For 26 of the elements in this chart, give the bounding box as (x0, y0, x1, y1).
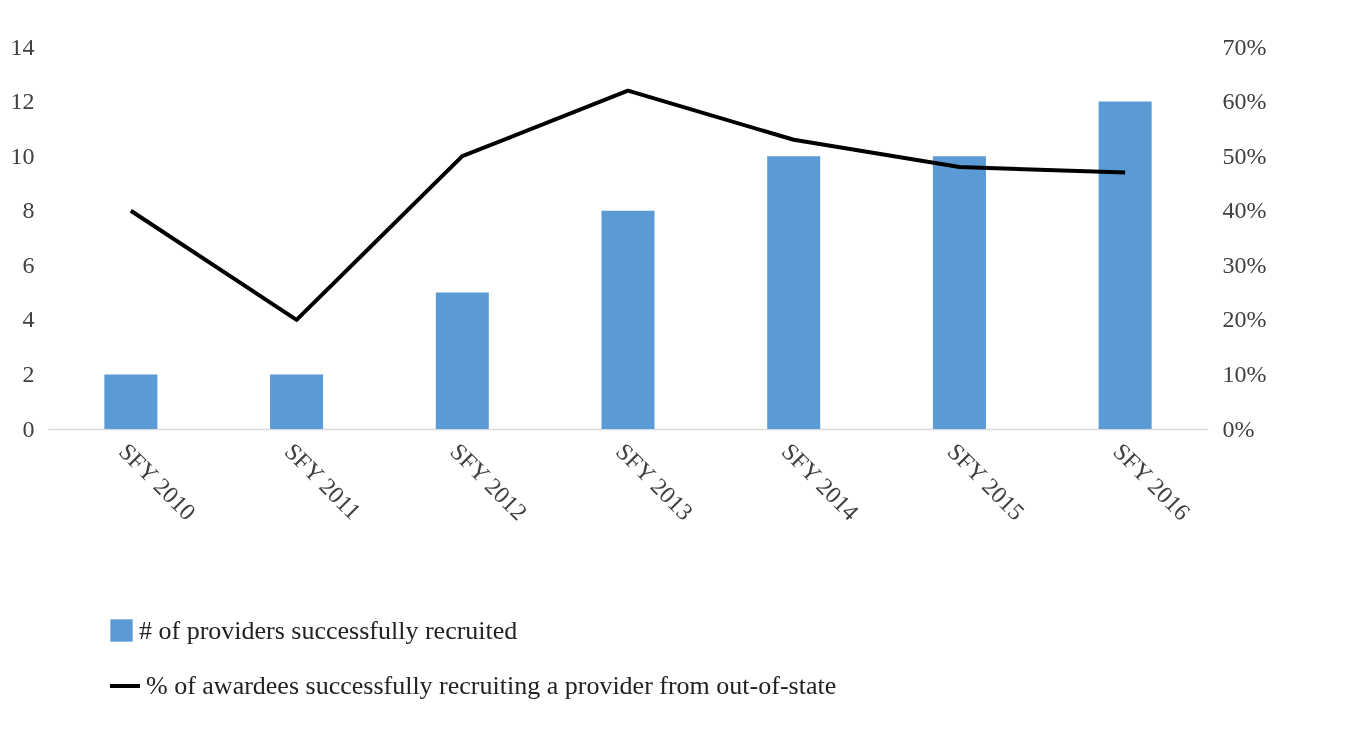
y2-tick-label: 40% (1222, 197, 1267, 224)
bar (1098, 101, 1152, 429)
y-tick-label: 2 (22, 360, 35, 387)
bar (435, 292, 489, 429)
y2-tick-label: 0% (1222, 415, 1255, 442)
bar (601, 210, 655, 429)
y-tick-label: 0 (22, 415, 35, 442)
y2-tick-label: 70% (1222, 33, 1267, 60)
y-tick-label: 14 (10, 33, 35, 60)
y-tick-label: 6 (22, 251, 35, 278)
y-tick-label: 8 (22, 197, 35, 224)
bar (104, 374, 158, 429)
bar (932, 156, 986, 429)
bar (270, 374, 324, 429)
y2-tick-label: 30% (1222, 251, 1267, 278)
y2-tick-label: 50% (1222, 142, 1267, 169)
legend-label: # of providers successfully recruited (139, 615, 518, 645)
y-tick-label: 10 (10, 142, 35, 169)
legend-label: % of awardees successfully recruiting a provider from out-of-state (146, 671, 837, 700)
y-tick-label: 12 (10, 88, 35, 115)
y2-tick-label: 10% (1222, 360, 1267, 387)
line-series (128, 88, 1128, 322)
y-tick-label: 4 (22, 306, 35, 333)
y2-tick-label: 20% (1222, 306, 1267, 333)
bar (767, 156, 821, 429)
y2-tick-label: 60% (1222, 88, 1267, 115)
